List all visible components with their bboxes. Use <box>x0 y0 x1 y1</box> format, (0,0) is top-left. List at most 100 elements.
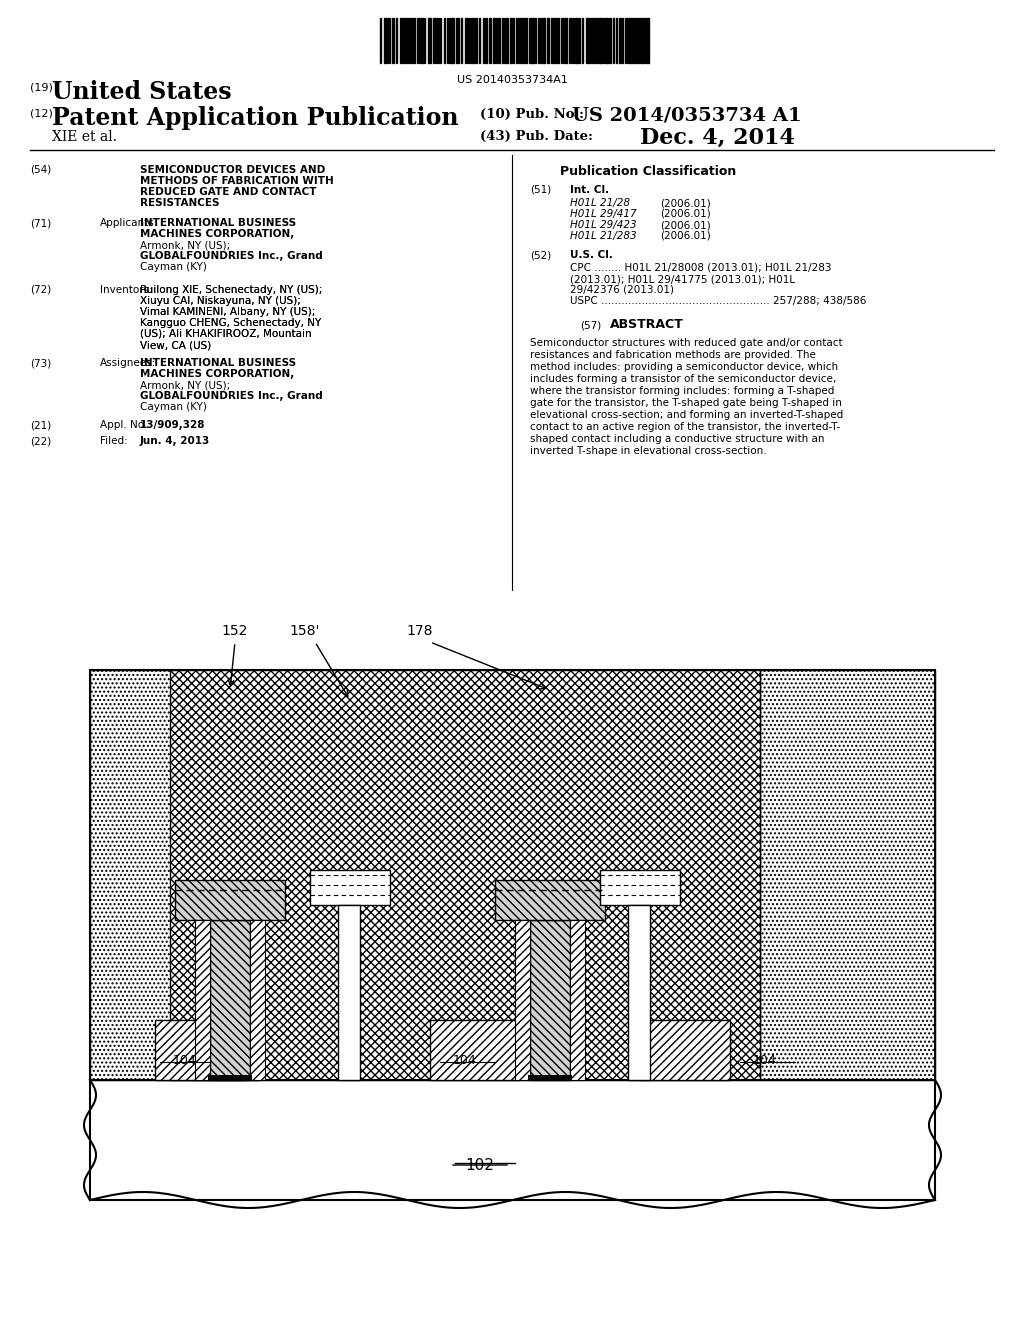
Bar <box>531 18 534 63</box>
Text: Xiuyu CAI, Niskayuna, NY (US);: Xiuyu CAI, Niskayuna, NY (US); <box>140 296 301 306</box>
Bar <box>575 18 578 63</box>
Bar <box>90 671 935 1080</box>
Bar <box>495 880 605 920</box>
Text: (51): (51) <box>530 185 551 195</box>
Text: Int. Cl.: Int. Cl. <box>570 185 609 195</box>
Bar <box>400 18 402 63</box>
Text: 102: 102 <box>466 1158 495 1172</box>
Text: US 20140353734A1: US 20140353734A1 <box>457 75 567 84</box>
Bar <box>493 18 495 63</box>
Bar <box>310 870 390 906</box>
Text: (71): (71) <box>30 218 51 228</box>
Text: Armonk, NY (US);: Armonk, NY (US); <box>140 240 230 249</box>
Text: CPC ........ H01L 21/28008 (2013.01); H01L 21/283: CPC ........ H01L 21/28008 (2013.01); H0… <box>570 263 831 273</box>
Bar <box>392 18 394 63</box>
Text: Cayman (KY): Cayman (KY) <box>140 403 207 412</box>
Text: Vimal KAMINENI, Albany, NY (US);: Vimal KAMINENI, Albany, NY (US); <box>140 308 315 317</box>
Text: Cayman (KY): Cayman (KY) <box>140 261 207 272</box>
Text: View, CA (US): View, CA (US) <box>140 341 211 350</box>
Bar <box>451 18 454 63</box>
Text: 158': 158' <box>290 624 321 638</box>
Bar <box>760 671 935 1080</box>
Bar <box>471 18 473 63</box>
Text: Assignees:: Assignees: <box>100 358 157 368</box>
Bar <box>195 920 210 1080</box>
Text: (2006.01): (2006.01) <box>660 198 711 209</box>
Text: H01L 21/28: H01L 21/28 <box>570 198 630 209</box>
Text: (57): (57) <box>580 319 601 330</box>
Bar <box>489 18 490 63</box>
Bar <box>599 18 602 63</box>
Text: Jun. 4, 2013: Jun. 4, 2013 <box>140 436 210 446</box>
Bar <box>456 18 459 63</box>
Text: Inventors:: Inventors: <box>100 285 153 294</box>
Text: ABSTRACT: ABSTRACT <box>610 318 684 331</box>
Bar <box>170 671 760 1080</box>
Text: H01L 29/417: H01L 29/417 <box>570 209 637 219</box>
Bar <box>510 18 512 63</box>
Text: where the transistor forming includes: forming a T-shaped: where the transistor forming includes: f… <box>530 385 835 396</box>
Text: resistances and fabrication methods are provided. The: resistances and fabrication methods are … <box>530 350 816 360</box>
Bar <box>208 1074 252 1080</box>
Text: Kangguo CHENG, Schenectady, NY: Kangguo CHENG, Schenectady, NY <box>140 318 322 327</box>
Bar <box>506 18 508 63</box>
Text: includes forming a transistor of the semiconductor device,: includes forming a transistor of the sem… <box>530 374 837 384</box>
Bar <box>547 18 549 63</box>
Text: (73): (73) <box>30 358 51 368</box>
Bar <box>618 18 621 63</box>
Bar <box>605 18 608 63</box>
Text: REDUCED GATE AND CONTACT: REDUCED GATE AND CONTACT <box>140 187 316 197</box>
Text: 178: 178 <box>407 624 433 638</box>
Text: contact to an active region of the transistor, the inverted-T-: contact to an active region of the trans… <box>530 422 841 432</box>
Text: 104: 104 <box>753 1053 777 1067</box>
Text: 29/42376 (2013.01): 29/42376 (2013.01) <box>570 285 674 294</box>
Text: GLOBALFOUNDRIES Inc., Grand: GLOBALFOUNDRIES Inc., Grand <box>140 251 323 261</box>
Text: Applicants:: Applicants: <box>100 218 159 228</box>
Text: (22): (22) <box>30 436 51 446</box>
Bar <box>565 18 567 63</box>
Text: GLOBALFOUNDRIES Inc., Grand: GLOBALFOUNDRIES Inc., Grand <box>140 391 323 401</box>
Text: 104: 104 <box>454 1053 477 1067</box>
Bar <box>384 18 386 63</box>
Text: (54): (54) <box>30 165 51 176</box>
Bar <box>570 920 585 1080</box>
Text: (2006.01): (2006.01) <box>660 231 711 242</box>
Bar <box>338 906 360 1080</box>
Text: Patent Application Publication: Patent Application Publication <box>52 106 459 129</box>
Text: (52): (52) <box>530 249 551 260</box>
Bar <box>483 18 485 63</box>
Text: INTERNATIONAL BUSINESS: INTERNATIONAL BUSINESS <box>140 358 296 368</box>
Text: Ruilong XIE, Schenectady, NY (US);: Ruilong XIE, Schenectady, NY (US); <box>140 285 323 294</box>
Bar <box>634 18 636 63</box>
Text: elevational cross-section; and forming an inverted-T-shaped: elevational cross-section; and forming a… <box>530 411 843 420</box>
Bar <box>530 920 570 1080</box>
Bar <box>516 18 518 63</box>
Text: (10) Pub. No.:: (10) Pub. No.: <box>480 108 584 121</box>
Text: Vimal KAMINENI, Albany, NY (US);: Vimal KAMINENI, Albany, NY (US); <box>140 308 315 317</box>
Bar <box>155 1020 245 1080</box>
Bar <box>519 18 521 63</box>
Text: US 2014/0353734 A1: US 2014/0353734 A1 <box>572 106 802 124</box>
Bar <box>628 906 650 1080</box>
Text: INTERNATIONAL BUSINESS: INTERNATIONAL BUSINESS <box>140 218 296 228</box>
Bar <box>528 1074 572 1080</box>
Text: MACHINES CORPORATION,: MACHINES CORPORATION, <box>140 228 294 239</box>
Bar <box>600 870 680 906</box>
Text: Publication Classification: Publication Classification <box>560 165 736 178</box>
Text: SEMICONDUCTOR DEVICES AND: SEMICONDUCTOR DEVICES AND <box>140 165 326 176</box>
Text: RESISTANCES: RESISTANCES <box>140 198 219 209</box>
Bar <box>498 18 500 63</box>
Bar <box>551 18 553 63</box>
Text: H01L 21/283: H01L 21/283 <box>570 231 637 242</box>
Bar <box>409 18 411 63</box>
Text: (2006.01): (2006.01) <box>660 209 711 219</box>
Text: United States: United States <box>52 81 231 104</box>
Bar <box>557 18 559 63</box>
Text: Armonk, NY (US);: Armonk, NY (US); <box>140 380 230 389</box>
Text: (US); Ali KHAKIFIROOZ, Mountain: (US); Ali KHAKIFIROOZ, Mountain <box>140 329 311 339</box>
Bar <box>430 1020 520 1080</box>
Bar <box>250 920 265 1080</box>
Bar <box>515 920 530 1080</box>
Text: Kangguo CHENG, Schenectady, NY: Kangguo CHENG, Schenectady, NY <box>140 318 322 327</box>
Text: gate for the transistor, the T-shaped gate being T-shaped in: gate for the transistor, the T-shaped ga… <box>530 399 842 408</box>
